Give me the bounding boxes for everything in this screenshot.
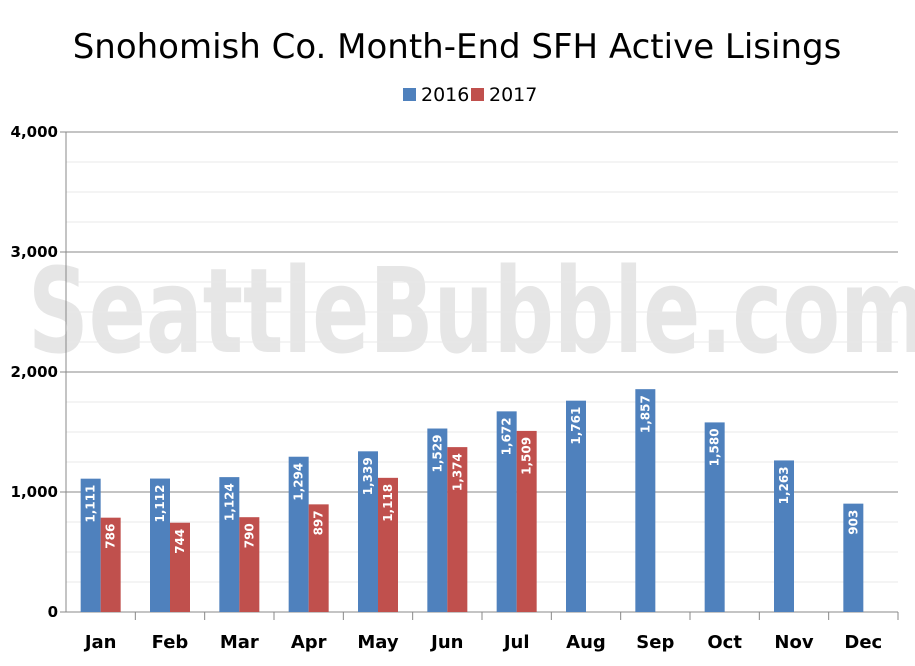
y-tick-label: 1,000 [11, 483, 58, 501]
x-tick-label: Nov [774, 632, 813, 653]
x-tick-label: Apr [291, 632, 327, 653]
x-tick-label: Aug [566, 632, 606, 653]
data-label: 1,118 [381, 484, 395, 522]
data-label: 1,580 [708, 428, 722, 466]
data-label: 1,339 [361, 457, 375, 495]
bar-2016-May [358, 451, 378, 612]
data-label: 1,672 [500, 417, 514, 455]
bar-2016-Oct [704, 422, 725, 612]
bar-2016-Feb [150, 478, 170, 612]
x-tick-label: Jan [83, 632, 117, 653]
data-label: 744 [173, 529, 187, 554]
bar-2016-Dec [843, 503, 864, 612]
legend-swatch-2016 [403, 88, 416, 101]
x-tick-label: Jul [502, 632, 530, 653]
data-label: 1,509 [520, 437, 534, 475]
data-label: 1,374 [450, 453, 464, 491]
legend-label-2017: 2017 [489, 84, 537, 106]
y-tick-label: 3,000 [11, 243, 58, 261]
x-tick-label: Oct [707, 632, 742, 653]
y-tick-label: 4,000 [11, 123, 58, 141]
bar-2016-Jun [427, 428, 448, 612]
data-label: 1,529 [430, 435, 444, 473]
x-tick-label: Feb [152, 632, 189, 653]
bar-2016-Sep [635, 389, 656, 612]
bar-2017-Jun [447, 447, 468, 612]
bar-2017-Mar [239, 517, 260, 612]
y-tick-label: 0 [48, 603, 58, 621]
data-label: 1,857 [638, 395, 652, 433]
bar-2017-Feb [170, 522, 190, 612]
x-tick-label: Mar [220, 632, 259, 653]
bar-2017-Apr [308, 504, 329, 612]
bar-2016-Jan [80, 478, 101, 612]
bar-2017-May [378, 477, 398, 612]
data-label: 1,761 [569, 407, 583, 445]
x-tick-label: May [357, 632, 399, 653]
data-label: 786 [104, 524, 118, 549]
bar-2016-Apr [288, 456, 309, 612]
data-label: 897 [312, 510, 326, 535]
data-label: 1,294 [292, 463, 306, 501]
bar-2016-Aug [566, 400, 586, 612]
bar-2016-Nov [774, 460, 794, 612]
watermark: SeattleBubble.com [28, 242, 915, 380]
data-label: 1,124 [222, 483, 236, 521]
x-tick-label: Sep [636, 632, 674, 653]
data-label: 903 [846, 510, 860, 535]
bar-2016-Mar [219, 477, 240, 612]
bar-2017-Jul [516, 430, 537, 612]
x-tick-label: Jun [429, 632, 463, 653]
bar-2016-Jul [496, 411, 517, 612]
data-label: 790 [242, 523, 256, 548]
legend-swatch-2017 [471, 88, 484, 101]
data-label: 1,111 [84, 485, 98, 523]
legend-label-2016: 2016 [421, 84, 469, 106]
chart-title: Snohomish Co. Month-End SFH Active Lisin… [73, 27, 842, 67]
x-tick-label: Dec [844, 632, 882, 653]
data-label: 1,263 [777, 466, 791, 504]
y-tick-label: 2,000 [11, 363, 58, 381]
bar-2017-Jan [100, 517, 121, 612]
data-label: 1,112 [153, 485, 167, 523]
